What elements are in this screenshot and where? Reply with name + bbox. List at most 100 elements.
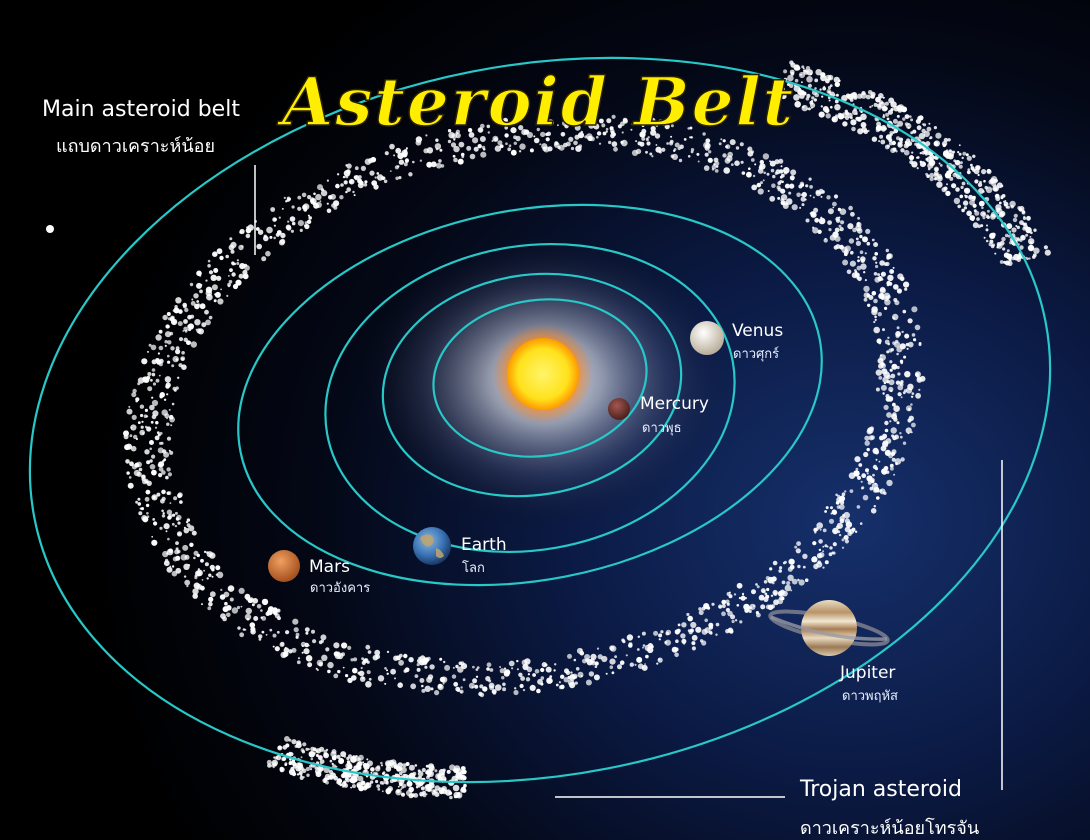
asteroid-dot — [504, 133, 509, 138]
asteroid-dot — [195, 328, 198, 331]
asteroid-dot — [885, 112, 890, 117]
asteroid-dot — [375, 766, 381, 772]
asteroid-dot — [983, 179, 986, 183]
asteroid-dot — [170, 424, 173, 427]
asteroid-dot — [405, 762, 410, 766]
asteroid-dot — [167, 354, 170, 358]
asteroid-dot — [609, 645, 615, 651]
asteroid-dot — [361, 657, 364, 661]
asteroid-dot — [225, 254, 229, 259]
asteroid-dot — [311, 629, 315, 634]
asteroid-dot — [167, 491, 172, 496]
asteroid-dot — [137, 421, 141, 424]
asteroid-dot — [891, 140, 896, 146]
asteroid-dot — [818, 552, 825, 558]
asteroid-dot — [834, 104, 841, 111]
asteroid-dot — [788, 191, 792, 195]
asteroid-dot — [430, 161, 437, 168]
trojan-cluster-bottom — [266, 736, 467, 800]
asteroid-dot — [985, 239, 989, 243]
asteroid-dot — [327, 661, 334, 669]
asteroid-dot — [892, 412, 897, 417]
asteroid-dot — [419, 678, 425, 683]
asteroid-dot — [881, 273, 884, 276]
asteroid-dot — [690, 148, 695, 152]
asteroid-dot — [175, 297, 182, 304]
asteroid-dot — [888, 379, 895, 386]
asteroid-dot — [346, 169, 351, 175]
asteroid-dot — [690, 150, 694, 154]
asteroid-dot — [918, 388, 921, 391]
asteroid-dot — [855, 240, 862, 246]
asteroid-dot — [862, 494, 869, 501]
asteroid-dot — [644, 663, 646, 665]
asteroid-dot — [144, 408, 148, 412]
main-belt-label: Main asteroid belt — [42, 97, 240, 122]
asteroid-dot — [698, 607, 702, 611]
asteroid-dot — [179, 337, 183, 342]
asteroid-dot — [826, 195, 831, 200]
asteroid-dot — [130, 424, 137, 431]
asteroid-dot — [366, 670, 371, 675]
asteroid-dot — [650, 129, 657, 136]
asteroid-dot — [882, 96, 885, 99]
asteroid-dot — [896, 352, 899, 356]
asteroid-dot — [440, 164, 445, 168]
asteroid-dot — [769, 567, 773, 571]
asteroid-dot — [455, 131, 459, 135]
asteroid-dot — [805, 184, 809, 188]
asteroid-dot — [461, 766, 466, 771]
asteroid-dot — [161, 514, 166, 518]
asteroid-dot — [381, 176, 385, 181]
asteroid-dot — [347, 677, 353, 684]
asteroid-dot — [549, 675, 553, 678]
asteroid-dot — [284, 736, 290, 742]
asteroid-dot — [539, 143, 542, 146]
asteroid-dot — [462, 776, 467, 781]
asteroid-dot — [164, 331, 172, 338]
asteroid-dot — [857, 259, 860, 263]
asteroid-dot — [696, 152, 700, 156]
asteroid-dot — [166, 566, 173, 573]
asteroid-dot — [641, 631, 646, 636]
asteroid-dot — [621, 638, 625, 642]
asteroid-dot — [808, 177, 812, 181]
asteroid-dot — [655, 144, 658, 146]
asteroid-dot — [831, 93, 833, 96]
asteroid-dot — [1017, 238, 1021, 242]
asteroid-dot — [499, 144, 504, 149]
asteroid-dot — [757, 168, 764, 174]
asteroid-dot — [1000, 195, 1003, 198]
asteroid-dot — [389, 143, 395, 150]
asteroid-dot — [301, 192, 307, 198]
asteroid-dot — [244, 613, 252, 621]
asteroid-dot — [967, 168, 970, 171]
asteroid-dot — [285, 200, 288, 203]
asteroid-dot — [704, 618, 708, 623]
asteroid-dot — [497, 117, 504, 123]
asteroid-dot — [896, 114, 900, 118]
asteroid-dot — [849, 98, 854, 102]
asteroid-dot — [862, 236, 868, 243]
asteroid-dot — [914, 371, 921, 378]
asteroid-dot — [266, 609, 273, 616]
asteroid-dot — [208, 601, 213, 607]
asteroid-dot — [856, 229, 859, 232]
asteroid-dot — [807, 107, 811, 111]
asteroid-dot — [213, 299, 217, 303]
asteroid-dot — [828, 99, 831, 102]
asteroid-dot — [480, 151, 487, 158]
venus-thai-label: ดาวศุกร์ — [733, 346, 779, 362]
asteroid-dot — [874, 252, 878, 256]
asteroid-dot — [834, 114, 839, 118]
asteroid-dot — [424, 685, 431, 692]
asteroid-dot — [137, 502, 142, 506]
asteroid-dot — [683, 138, 687, 141]
asteroid-dot — [885, 134, 892, 141]
asteroid-dot — [778, 569, 782, 573]
asteroid-dot — [171, 570, 178, 577]
asteroid-dot — [532, 673, 536, 677]
asteroid-dot — [871, 238, 875, 242]
asteroid-dot — [864, 435, 870, 441]
